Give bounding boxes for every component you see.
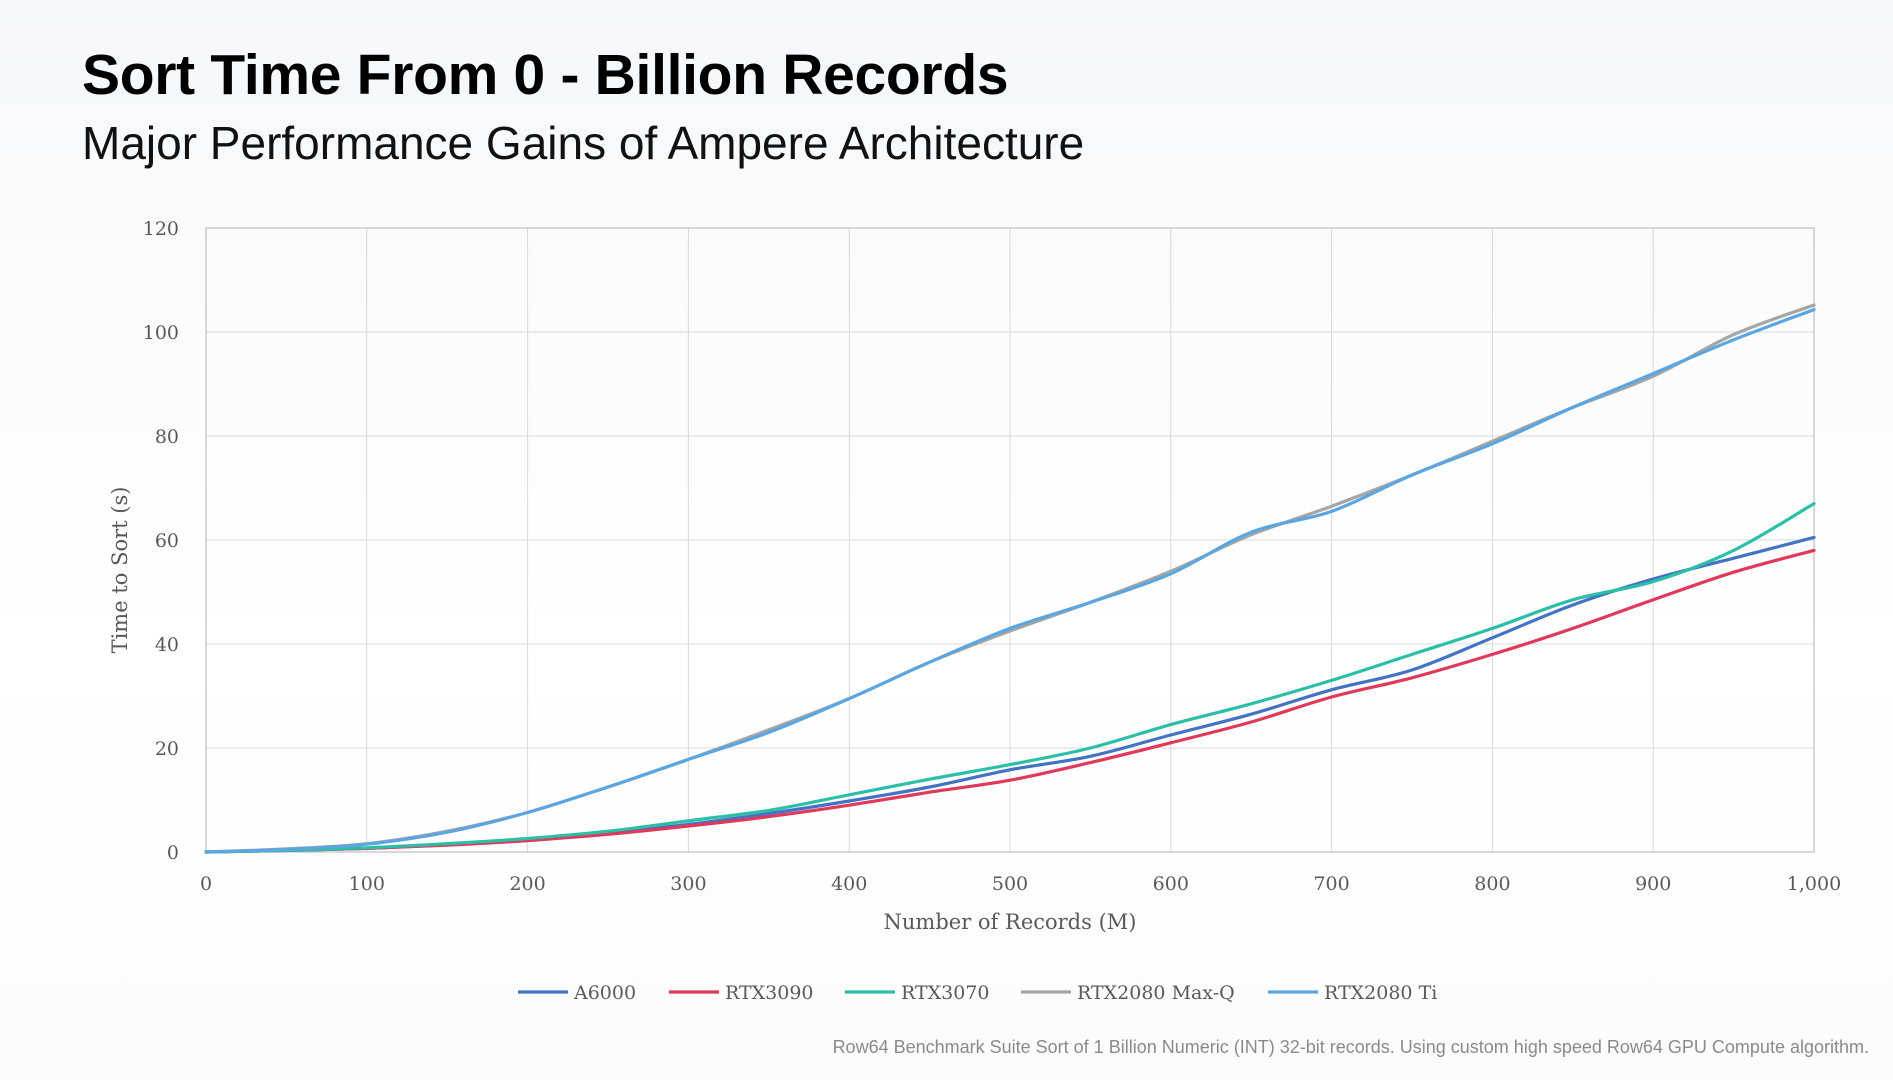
series-line-rtx3070 <box>204 502 1816 854</box>
x-tick-label: 1,000 <box>1787 873 1841 895</box>
x-tick-label: 500 <box>992 873 1028 895</box>
legend-label-rtx2080-ti: RTX2080 Ti <box>1324 982 1437 1004</box>
legend-label-rtx3070: RTX3070 <box>901 982 990 1004</box>
chart-legend: A6000 RTX3090 RTX3070 RTX2080 Max-Q RTX2080 … <box>518 982 1437 1004</box>
y-tick-label: 60 <box>155 530 179 552</box>
y-tick-label: 0 <box>167 842 179 864</box>
x-tick-label: 100 <box>349 873 385 895</box>
y-axis-tick-labels: 0 20 40 60 80 100 120 <box>143 218 179 864</box>
x-tick-label: 200 <box>509 873 545 895</box>
y-tick-label: 120 <box>143 218 179 240</box>
y-tick-label: 80 <box>155 426 179 448</box>
footnote: Row64 Benchmark Suite Sort of 1 Billion … <box>832 1037 1869 1057</box>
plot-area-border <box>205 227 1815 853</box>
legend-label-rtx3090: RTX3090 <box>725 982 814 1004</box>
x-tick-label: 800 <box>1474 873 1510 895</box>
slide-subtitle: Major Performance Gains of Ampere Archit… <box>82 117 1085 169</box>
x-tick-label: 300 <box>670 873 706 895</box>
x-axis-title: Number of Records (M) <box>884 910 1137 934</box>
series-line-rtx3090 <box>204 548 1816 854</box>
x-tick-label: 700 <box>1313 873 1349 895</box>
slide-title: Sort Time From 0 - Billion Records <box>82 43 1009 107</box>
legend-label-rtx2080-max-q: RTX2080 Max-Q <box>1077 982 1235 1004</box>
x-tick-label: 600 <box>1153 873 1189 895</box>
y-tick-label: 100 <box>143 322 179 344</box>
legend-label-a6000: A6000 <box>573 982 636 1004</box>
x-tick-label: 400 <box>831 873 867 895</box>
y-tick-label: 40 <box>155 634 179 656</box>
chart-series-layer <box>204 303 1816 854</box>
x-tick-label: 900 <box>1635 873 1671 895</box>
series-line-rtx2080-ti <box>204 308 1816 854</box>
y-axis-title: Time to Sort (s) <box>108 487 132 654</box>
x-axis-tick-labels: 0 100 200 300 400 500 600 700 800 900 1,000 <box>200 873 1841 895</box>
x-tick-label: 0 <box>200 873 212 895</box>
chart-gridlines <box>205 227 1815 853</box>
y-tick-label: 20 <box>155 738 179 760</box>
